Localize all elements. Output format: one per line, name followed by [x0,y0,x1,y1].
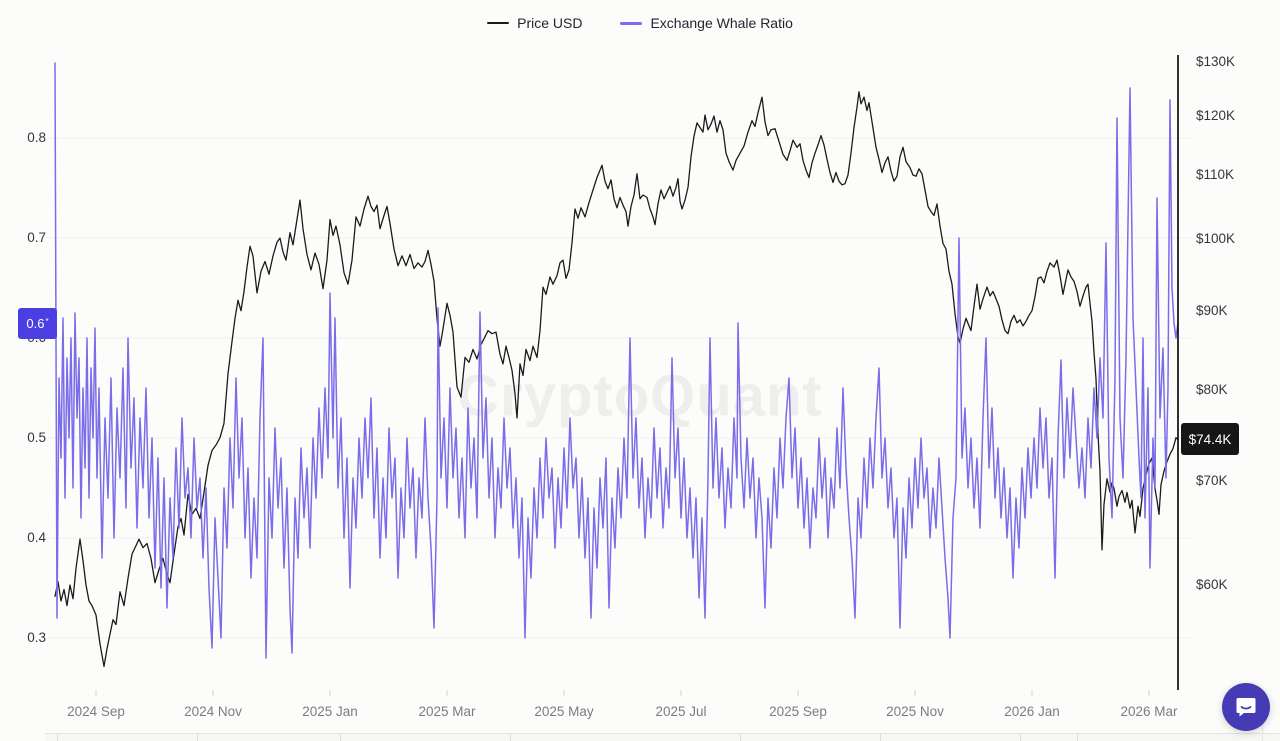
table-column-divider [340,734,341,741]
estimate-asterisk: * [45,316,49,326]
table-column-divider [57,734,58,741]
x-axis-label: 2025 Nov [886,704,944,719]
x-axis-label: 2025 Jan [302,704,358,719]
right-axis-label: $80K [1196,382,1228,398]
whale-ratio-last-value-badge: 0.6 * [18,307,57,339]
right-axis-label: $120K [1196,108,1236,124]
table-column-divider [740,734,741,741]
chart-legend: Price USD Exchange Whale Ratio [0,15,1280,31]
right-axis-label: $100K [1196,231,1236,247]
whale-ratio-last-value: 0.6 [26,315,45,331]
left-axis-label: 0.8 [27,130,46,145]
table-column-divider [1077,734,1078,741]
exchange-whale-ratio-line [54,62,1179,659]
right-axis-label: $70K [1196,472,1228,488]
price-line-swatch [487,22,510,24]
x-axis-label: 2026 Jan [1004,704,1060,719]
legend-label-price-usd: Price USD [517,15,583,31]
right-axis-label: $90K [1196,302,1228,318]
left-axis-label: 0.3 [27,630,46,645]
bottom-table-edge [45,733,1280,741]
left-axis-label: 0.4 [27,530,46,545]
table-column-divider [1020,734,1021,741]
price-last-value-badge: $74.4K [1181,423,1239,456]
right-axis-label: $110K [1196,166,1235,182]
table-column-divider [880,734,881,741]
table-column-divider [510,734,511,741]
table-column-divider [197,734,198,741]
x-axis-label: 2025 Sep [769,704,827,719]
price-usd-line [54,91,1179,668]
price-last-value: $74.4K [1188,431,1232,447]
right-axis-label: $130K [1196,54,1236,69]
right-axis-label: $60K [1196,576,1228,592]
x-axis-label: 2025 Mar [418,704,476,719]
x-axis-label: 2026 Mar [1120,704,1178,719]
legend-item-exchange-whale-ratio[interactable]: Exchange Whale Ratio [620,15,793,31]
x-axis-label: 2024 Nov [184,704,242,719]
chat-widget-button[interactable] [1222,683,1270,731]
x-axis-label: 2024 Sep [67,704,125,719]
chat-bubble-icon [1236,698,1256,717]
left-axis-label: 0.7 [27,230,46,245]
x-axis-label: 2025 May [534,704,594,719]
x-axis-label: 2025 Jul [655,704,707,719]
legend-item-price-usd[interactable]: Price USD [487,15,582,31]
left-axis-label: 0.5 [27,430,46,445]
legend-label-exchange-whale-ratio: Exchange Whale Ratio [650,15,793,31]
whale-ratio-line-swatch [620,21,643,25]
